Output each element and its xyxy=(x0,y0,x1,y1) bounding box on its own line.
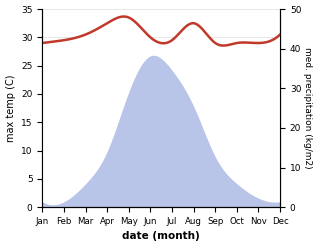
Y-axis label: max temp (C): max temp (C) xyxy=(5,74,16,142)
Y-axis label: med. precipitation (kg/m2): med. precipitation (kg/m2) xyxy=(303,47,313,169)
X-axis label: date (month): date (month) xyxy=(122,231,200,242)
